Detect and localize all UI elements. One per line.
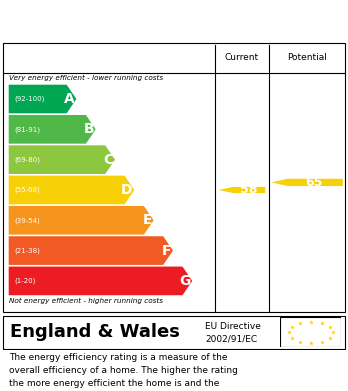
Text: (92-100): (92-100): [14, 96, 44, 102]
Text: (55-68): (55-68): [14, 187, 40, 193]
Text: (21-38): (21-38): [14, 248, 40, 254]
Polygon shape: [271, 179, 343, 186]
Text: 58: 58: [240, 183, 258, 196]
Text: (39-54): (39-54): [14, 217, 40, 224]
Polygon shape: [219, 187, 265, 193]
Polygon shape: [9, 206, 154, 235]
Text: A: A: [64, 92, 74, 106]
Text: E: E: [142, 213, 152, 227]
Polygon shape: [9, 236, 173, 265]
Text: (81-91): (81-91): [14, 126, 40, 133]
Text: Energy Efficiency Rating: Energy Efficiency Rating: [9, 12, 238, 30]
Text: EU Directive
2002/91/EC: EU Directive 2002/91/EC: [205, 322, 261, 343]
Polygon shape: [9, 267, 192, 295]
Polygon shape: [9, 115, 96, 143]
Text: Potential: Potential: [287, 53, 326, 62]
Polygon shape: [9, 145, 115, 174]
Text: (69-80): (69-80): [14, 156, 40, 163]
Polygon shape: [9, 85, 76, 113]
Text: G: G: [179, 274, 191, 288]
Text: England & Wales: England & Wales: [10, 323, 180, 341]
Text: D: D: [121, 183, 133, 197]
Text: The energy efficiency rating is a measure of the
overall efficiency of a home. T: The energy efficiency rating is a measur…: [9, 353, 238, 391]
Text: F: F: [162, 244, 171, 258]
Text: (1-20): (1-20): [14, 278, 35, 284]
Text: B: B: [83, 122, 94, 136]
Text: Very energy efficient - lower running costs: Very energy efficient - lower running co…: [9, 75, 163, 81]
Text: 65: 65: [306, 176, 323, 189]
Text: C: C: [103, 152, 113, 167]
Polygon shape: [9, 176, 134, 204]
Text: Not energy efficient - higher running costs: Not energy efficient - higher running co…: [9, 298, 163, 303]
Text: Current: Current: [225, 53, 259, 62]
